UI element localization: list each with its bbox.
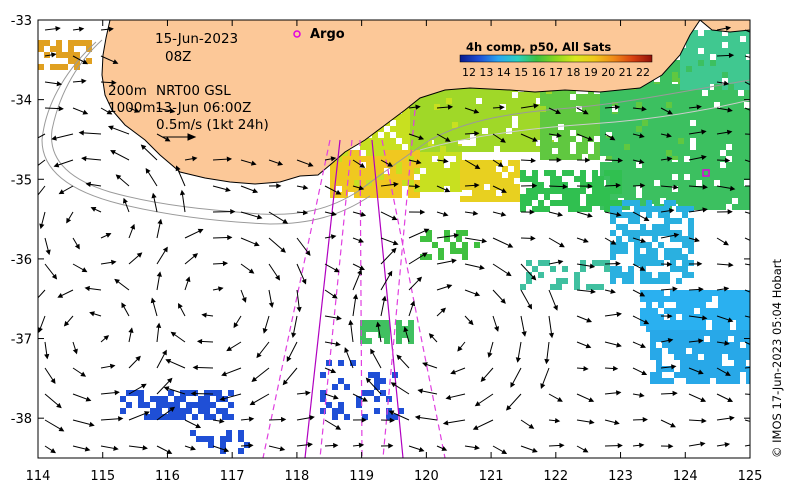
vector-scale-arrow bbox=[162, 133, 197, 141]
colorbar-tick-label: 12 bbox=[462, 66, 476, 79]
y-tick-label: -35 bbox=[11, 173, 32, 188]
x-tick-label: 118 bbox=[284, 469, 309, 484]
model-time: 13-Jun 06:00Z bbox=[155, 100, 251, 116]
argo-label: Argo bbox=[310, 27, 345, 42]
isobath-contours bbox=[41, 39, 750, 225]
x-tick-label: 120 bbox=[414, 469, 439, 484]
date-label: 15-Jun-2023 bbox=[155, 31, 238, 47]
colorbar-tick-label: 13 bbox=[479, 66, 493, 79]
x-tick-label: 115 bbox=[90, 469, 115, 484]
x-tick-label: 125 bbox=[738, 469, 763, 484]
argo-float-marker-icon bbox=[702, 169, 710, 177]
colorbar bbox=[459, 54, 653, 63]
hour-label: 08Z bbox=[165, 49, 191, 65]
satellite-tracks bbox=[262, 109, 446, 458]
x-tick-label: 117 bbox=[220, 469, 245, 484]
colorbar-tick-label: 18 bbox=[566, 66, 580, 79]
colorbar-tick-labels: 12 13 14 15 16 17 18 19 20 21 22 bbox=[462, 66, 650, 79]
vector-scale-label: 0.5m/s (1kt 24h) bbox=[156, 117, 269, 133]
contour-label-1000m: 1000m bbox=[108, 100, 156, 116]
x-tick-label: 124 bbox=[673, 469, 698, 484]
axis-ticks: 114 115 116 117 118 119 120 121 122 123 124 125 -33 -… bbox=[11, 14, 763, 484]
colorbar-tick-label: 21 bbox=[619, 66, 633, 79]
colorbar-tick-label: 14 bbox=[497, 66, 511, 79]
current-vectors bbox=[38, 25, 750, 455]
colorbar-tick-label: 22 bbox=[636, 66, 650, 79]
colorbar-tick-label: 15 bbox=[514, 66, 528, 79]
x-tick-label: 121 bbox=[479, 469, 504, 484]
contour-label-200m: 200m bbox=[108, 83, 147, 99]
credit-text: © IMOS 17-Jun-2023 05:04 Hobart bbox=[770, 259, 784, 458]
colorbar-tick-label: 20 bbox=[601, 66, 615, 79]
colorbar-tick-label: 17 bbox=[549, 66, 563, 79]
x-tick-label: 116 bbox=[155, 469, 180, 484]
model-label: NRT00 GSL bbox=[156, 83, 231, 99]
y-tick-label: -36 bbox=[11, 253, 32, 268]
plot-frame bbox=[37, 19, 751, 459]
x-tick-label: 123 bbox=[608, 469, 633, 484]
y-tick-label: -38 bbox=[11, 412, 32, 427]
land-northeast bbox=[699, 20, 750, 33]
x-tick-label: 114 bbox=[26, 469, 51, 484]
x-tick-label: 122 bbox=[543, 469, 568, 484]
y-tick-label: -33 bbox=[11, 14, 32, 29]
argo-marker-icon bbox=[293, 30, 301, 38]
y-tick-label: -37 bbox=[11, 333, 32, 348]
x-tick-label: 119 bbox=[349, 469, 374, 484]
colorbar-title: 4h comp, p50, All Sats bbox=[466, 40, 611, 54]
colorbar-tick-label: 19 bbox=[584, 66, 598, 79]
colorbar-tick-label: 16 bbox=[532, 66, 546, 79]
y-tick-label: -34 bbox=[11, 94, 32, 109]
